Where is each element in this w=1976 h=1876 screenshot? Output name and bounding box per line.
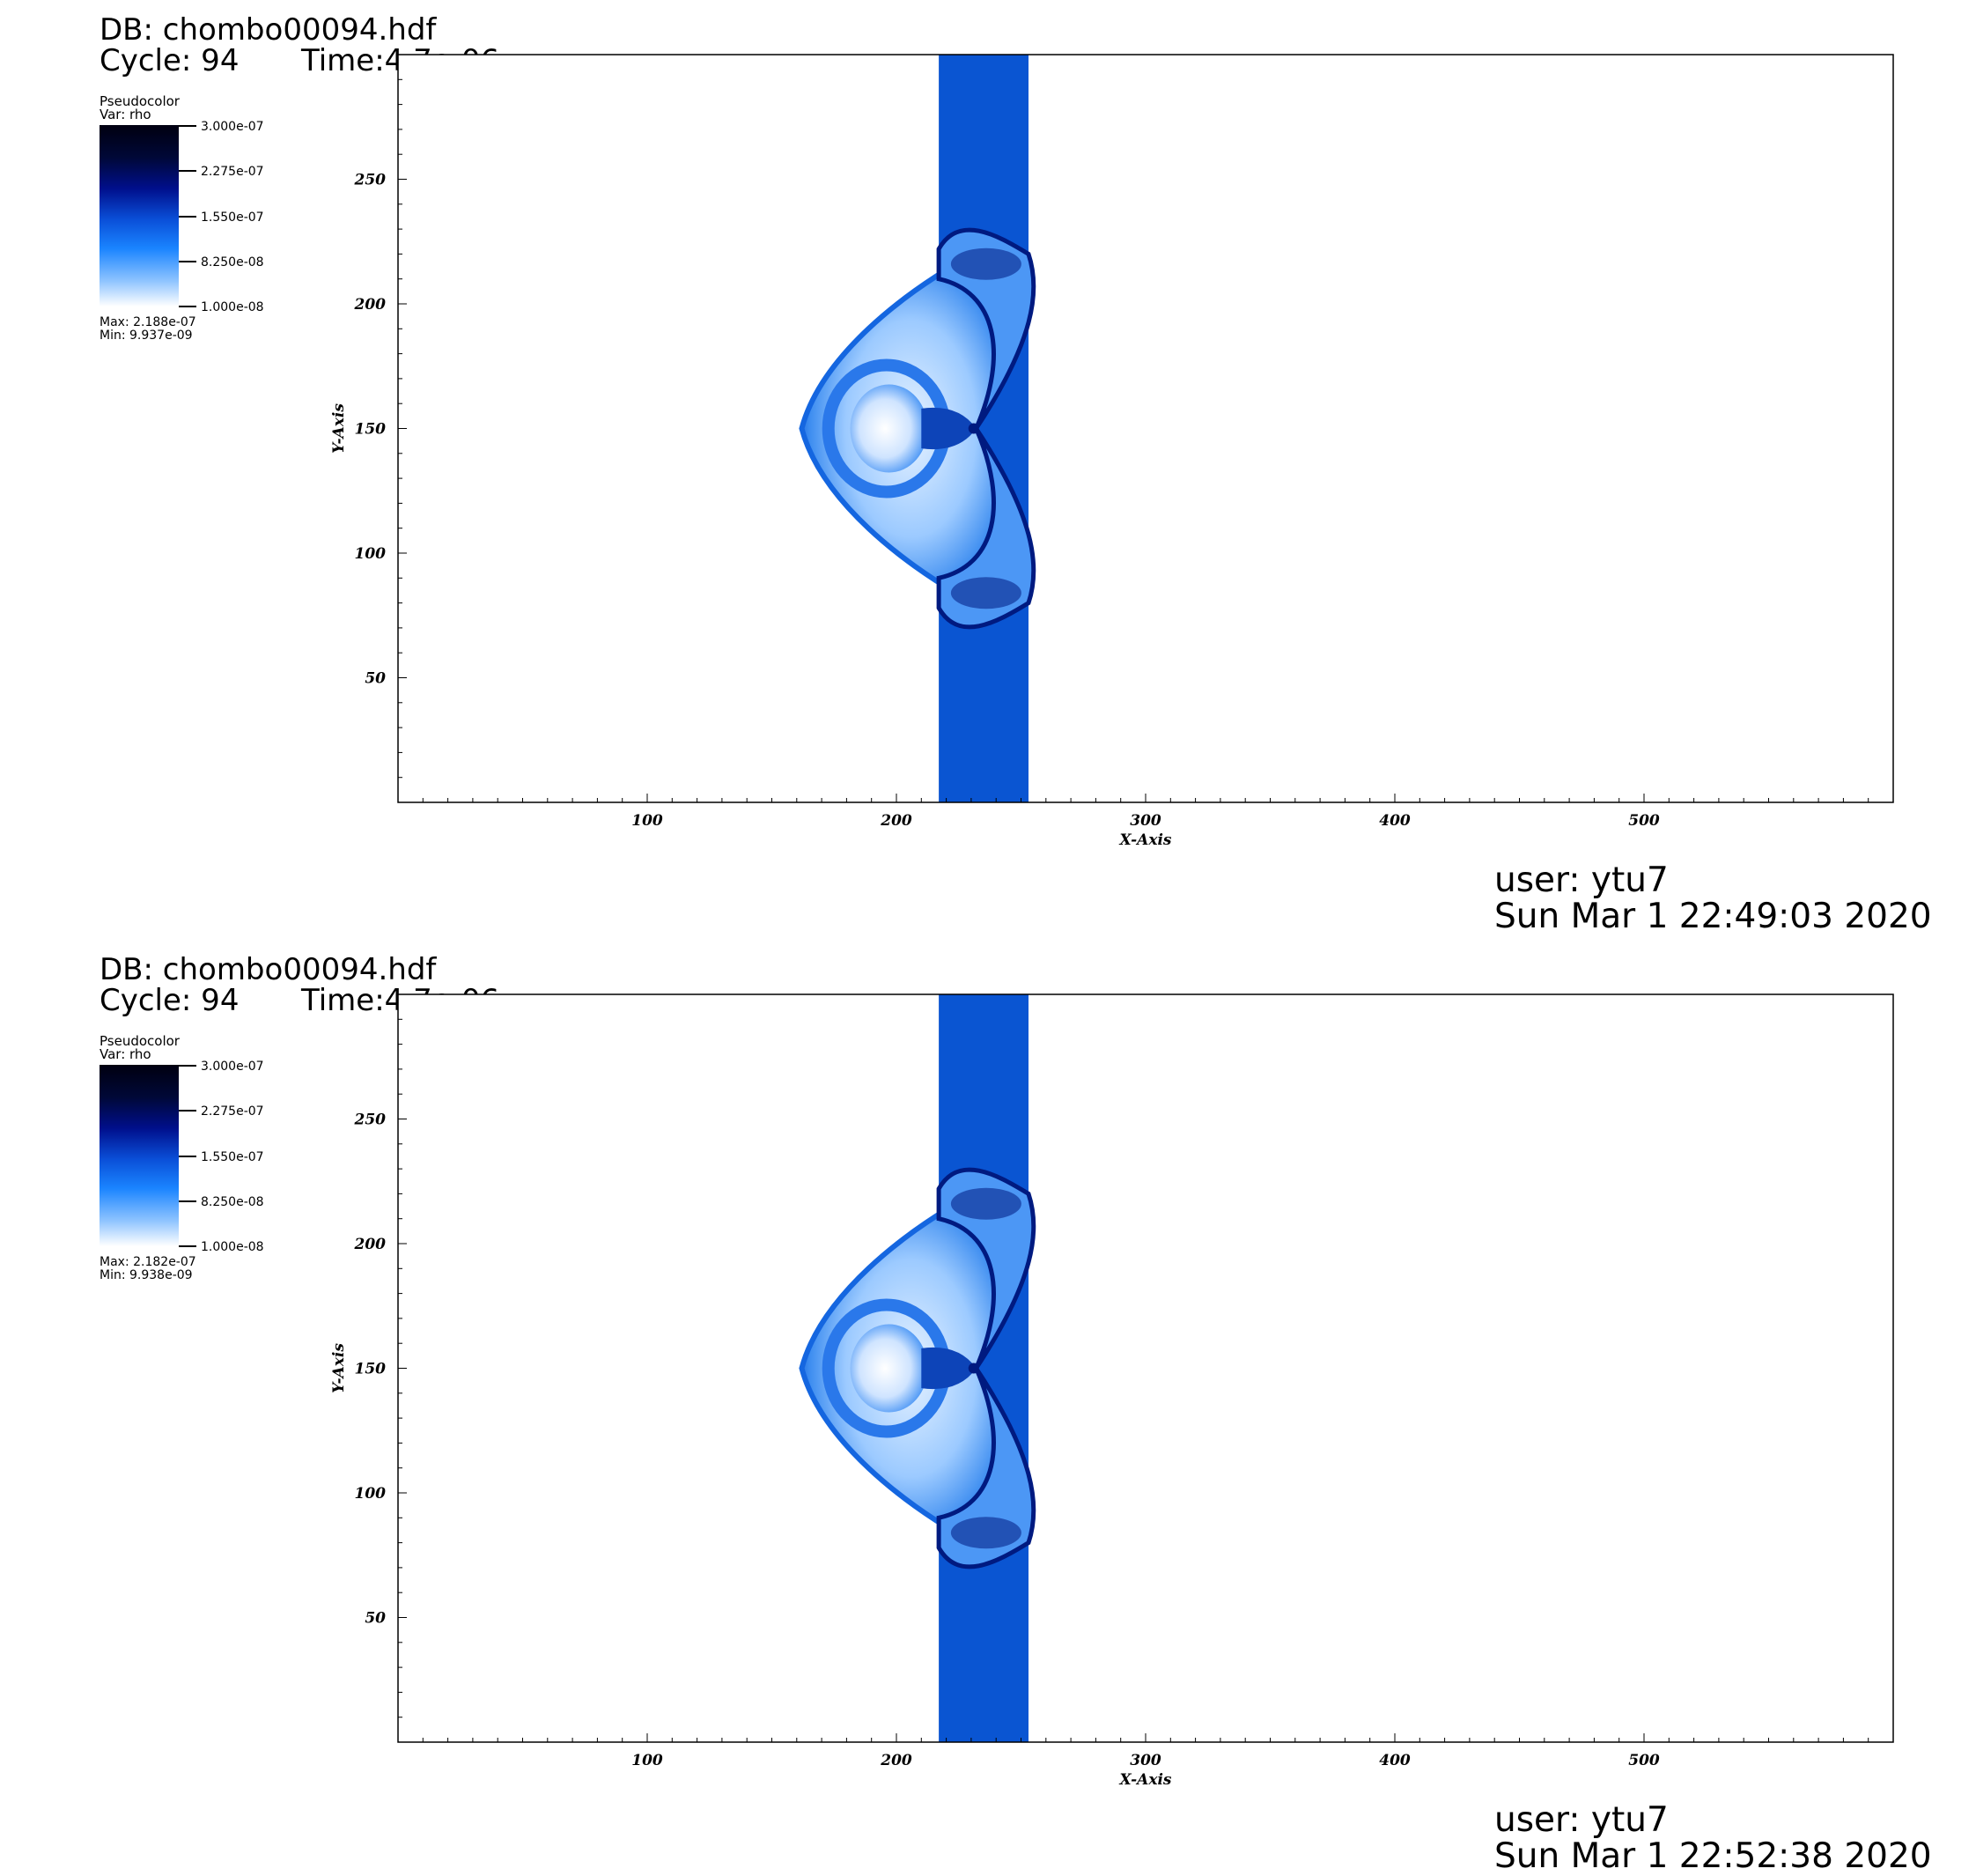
lower-cap xyxy=(950,577,1021,609)
x-tick-label: 300 xyxy=(1130,1752,1161,1769)
colorbar xyxy=(100,1065,179,1246)
x-tick-label: 300 xyxy=(1130,812,1161,830)
y-axis-title: Y-Axis xyxy=(330,1343,348,1393)
colorbar-label: 1.000e-08 xyxy=(201,1240,264,1254)
y-tick-label: 100 xyxy=(355,545,387,563)
cycle-label: Cycle: 94 xyxy=(100,43,240,78)
user-label: user: ytu7 xyxy=(1494,1800,1669,1840)
legend-variable: Var: rho xyxy=(100,1046,151,1062)
bubble-core xyxy=(850,384,928,473)
y-tick-label: 50 xyxy=(365,670,386,688)
colorbar xyxy=(100,125,179,307)
date-label: Sun Mar 1 22:49:03 2020 xyxy=(1494,897,1932,936)
upper-cap xyxy=(950,1187,1021,1220)
stagnation-point xyxy=(968,1363,979,1374)
y-tick-label: 150 xyxy=(355,421,387,439)
x-axis-title: X-Axis xyxy=(1119,1771,1172,1789)
db-title: DB: chombo00094.hdf xyxy=(100,952,437,987)
y-tick-label: 250 xyxy=(354,172,387,189)
colorbar-label: 2.275e-07 xyxy=(201,165,264,179)
legend-plot-type: Pseudocolor xyxy=(100,1033,180,1049)
y-tick-label: 150 xyxy=(355,1361,387,1378)
y-tick-label: 250 xyxy=(354,1112,387,1129)
lower-cap xyxy=(950,1517,1021,1549)
colorbar-label: 1.000e-08 xyxy=(201,300,264,314)
colorbar-label: 1.550e-07 xyxy=(201,1150,264,1164)
colorbar-tick xyxy=(179,1245,196,1247)
upper-lobe xyxy=(936,1167,1036,1370)
colorbar-label: 2.275e-07 xyxy=(201,1104,264,1119)
y-tick-label: 200 xyxy=(354,296,387,314)
date-label: Sun Mar 1 22:52:38 2020 xyxy=(1494,1836,1932,1876)
legend-variable: Var: rho xyxy=(100,107,151,122)
colorbar-tick xyxy=(179,1065,196,1067)
colorbar-tick xyxy=(179,170,196,172)
user-label: user: ytu7 xyxy=(1494,860,1669,900)
min-label: Min: 9.937e-09 xyxy=(100,329,193,343)
x-tick-label: 400 xyxy=(1379,812,1411,830)
jet-tip xyxy=(921,1347,977,1390)
colorbar-tick xyxy=(179,1156,196,1157)
y-axis-title: Y-Axis xyxy=(330,403,348,454)
y-tick-label: 50 xyxy=(365,1610,386,1628)
legend-plot-type: Pseudocolor xyxy=(100,93,180,109)
pseudocolor-plot: 100 200 300 400 500 50 100 150 200 250 X-Axis Y-Axi… xyxy=(330,993,1894,1789)
plot-background xyxy=(398,55,1893,802)
colorbar-label: 8.250e-08 xyxy=(201,1195,264,1209)
x-tick-label: 100 xyxy=(631,1752,663,1769)
x-tick-label: 200 xyxy=(880,1752,912,1769)
x-tick-label: 500 xyxy=(1628,1752,1660,1769)
max-label: Max: 2.182e-07 xyxy=(100,1255,196,1269)
colorbar-label: 1.550e-07 xyxy=(201,210,264,225)
x-axis-title: X-Axis xyxy=(1119,831,1172,849)
x-tick-label: 400 xyxy=(1379,1752,1411,1769)
lower-lobe xyxy=(936,1367,1036,1569)
colorbar-tick xyxy=(179,306,196,307)
y-tick-label: 100 xyxy=(355,1485,387,1503)
visit-panel-2: DB: chombo00094.hdf Cycle: 94 Time:4.7e-… xyxy=(0,940,1976,1875)
colorbar-tick xyxy=(179,261,196,262)
db-title: DB: chombo00094.hdf xyxy=(100,12,437,48)
colorbar-tick xyxy=(179,125,196,127)
plot-background xyxy=(398,994,1893,1742)
colorbar-label: 3.000e-07 xyxy=(201,120,264,134)
y-tick-label: 200 xyxy=(354,1236,387,1253)
upper-cap xyxy=(950,247,1021,280)
upper-lobe xyxy=(936,227,1036,430)
colorbar-tick xyxy=(179,216,196,218)
x-tick-label: 500 xyxy=(1628,812,1660,830)
bubble-core xyxy=(850,1324,928,1413)
colorbar-tick xyxy=(179,1200,196,1202)
colorbar-tick xyxy=(179,1110,196,1112)
stagnation-point xyxy=(968,423,979,434)
colorbar-label: 3.000e-07 xyxy=(201,1060,264,1074)
visit-panel-1: DB: chombo00094.hdf Cycle: 94 Time:4.7e-… xyxy=(0,0,1976,935)
max-label: Max: 2.188e-07 xyxy=(100,315,196,329)
x-tick-label: 200 xyxy=(880,812,912,830)
x-tick-label: 100 xyxy=(631,812,663,830)
colorbar-label: 8.250e-08 xyxy=(201,255,264,270)
lower-lobe xyxy=(936,427,1036,630)
jet-tip xyxy=(921,407,977,450)
cycle-label: Cycle: 94 xyxy=(100,983,240,1018)
min-label: Min: 9.938e-09 xyxy=(100,1268,193,1282)
pseudocolor-plot: 100 200 300 400 500 50 100 150 200 250 X-Axis Y-Axi… xyxy=(330,54,1894,849)
